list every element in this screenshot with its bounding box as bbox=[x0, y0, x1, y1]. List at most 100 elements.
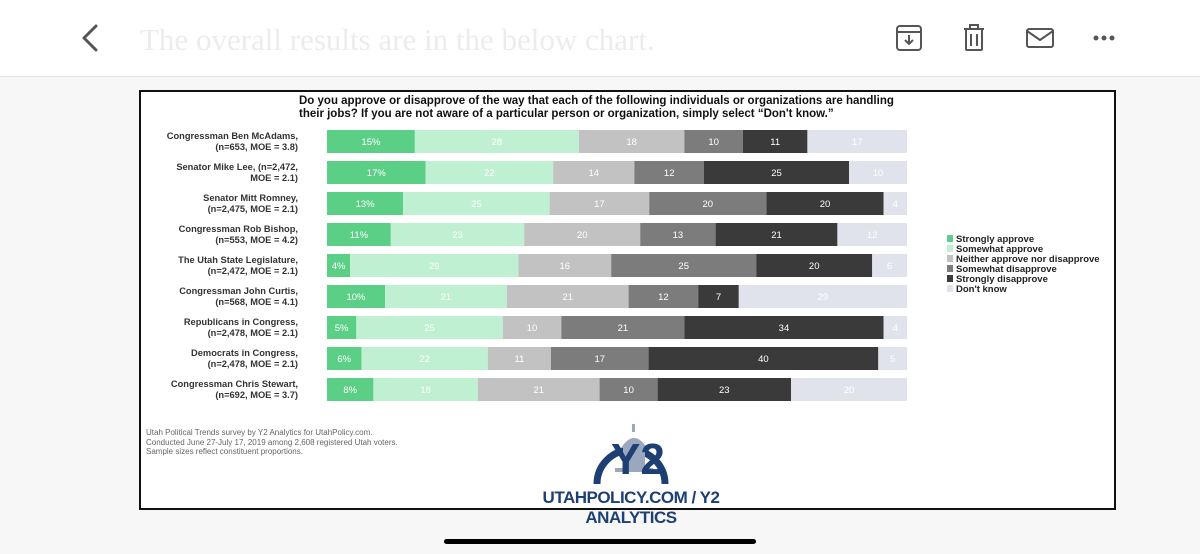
bar-value-label: 22 bbox=[419, 354, 430, 365]
legend-item: Strongly disapprove bbox=[947, 275, 1100, 285]
logo-text: UTAHPOLICY.COM / Y2 ANALYTICS bbox=[542, 488, 720, 527]
bar-value-label: 12 bbox=[867, 230, 878, 241]
row-label: Congressman Rob Bishop, (n=553, MOE = 4.2… bbox=[141, 224, 298, 245]
bar-segment bbox=[872, 254, 907, 277]
legend-label: Somewhat approve bbox=[956, 244, 1044, 255]
row-label-line: Congressman John Curtis, bbox=[179, 286, 298, 296]
legend-swatch bbox=[947, 285, 953, 292]
bar-value-label: 12 bbox=[658, 292, 669, 303]
bar-segment bbox=[361, 347, 488, 370]
bar-value-label: 20 bbox=[577, 230, 588, 241]
bar-segment bbox=[477, 378, 600, 401]
bar-segment bbox=[561, 316, 685, 339]
bar-segment bbox=[487, 347, 551, 370]
bar-value-label: 6% bbox=[337, 354, 351, 365]
bar-segment bbox=[506, 285, 629, 308]
more-button[interactable] bbox=[1088, 22, 1120, 54]
bar-value-label: 11% bbox=[350, 230, 369, 241]
archive-button[interactable] bbox=[893, 22, 925, 54]
bar-segment bbox=[684, 316, 884, 339]
legend-swatch bbox=[947, 235, 953, 242]
row-label-line: (n=2,478, MOE = 2.1) bbox=[207, 358, 298, 369]
bar-segment bbox=[350, 254, 519, 277]
legend-swatch bbox=[947, 265, 953, 272]
bar-value-label: 21 bbox=[771, 230, 782, 241]
bar-value-label: 11 bbox=[514, 354, 524, 365]
bar-segment bbox=[684, 130, 743, 153]
bar-segment bbox=[628, 285, 699, 308]
bar-value-label: 25 bbox=[771, 168, 782, 179]
bar-segment bbox=[425, 161, 554, 184]
bar-value-label: 10% bbox=[346, 292, 366, 303]
bar-segment bbox=[403, 192, 550, 215]
bar-segment bbox=[327, 161, 426, 184]
legend-label: Strongly disapprove bbox=[956, 274, 1048, 285]
bar-value-label: 17 bbox=[852, 137, 863, 148]
row-label-line: (n=692, MOE = 3.7) bbox=[215, 389, 298, 400]
bar-value-label: 25 bbox=[678, 261, 689, 272]
source-line-3: Sample sizes reflect constituent proport… bbox=[146, 447, 303, 456]
back-button[interactable] bbox=[72, 20, 108, 56]
bar-value-label: 10 bbox=[708, 137, 719, 148]
row-label-line: (n=568, MOE = 4.1) bbox=[215, 296, 298, 307]
bar-segment bbox=[327, 285, 385, 308]
bar-value-label: 5% bbox=[335, 323, 349, 334]
bar-segment bbox=[742, 130, 808, 153]
legend-item: Don't know bbox=[947, 285, 1100, 295]
bar-value-label: 11 bbox=[770, 137, 780, 148]
utahpolicy-logo: Y2 UTAHPOLICY.COM / Y2 ANALYTICS bbox=[511, 418, 751, 527]
legend-item: Somewhat approve bbox=[947, 245, 1100, 255]
bar-segment bbox=[698, 285, 739, 308]
bar-value-label: 7 bbox=[716, 292, 721, 303]
row-label-line: (n=553, MOE = 4.2) bbox=[215, 234, 298, 245]
bar-value-label: 22 bbox=[484, 168, 495, 179]
bar-value-label: 21 bbox=[618, 323, 629, 334]
row-label: The Utah State Legislature, (n=2,472, MOE… bbox=[141, 255, 298, 276]
bar-value-label: 4% bbox=[332, 261, 346, 272]
legend-swatch bbox=[947, 275, 953, 282]
legend-item: Neither approve nor disapprove bbox=[947, 255, 1100, 265]
bar-segment bbox=[756, 254, 873, 277]
bar-value-label: 25 bbox=[471, 199, 482, 210]
bar-segment bbox=[414, 130, 579, 153]
delete-button[interactable] bbox=[958, 22, 990, 54]
home-indicator[interactable] bbox=[444, 539, 756, 544]
legend-label: Strongly approve bbox=[956, 234, 1035, 245]
legend-label: Somewhat disapprove bbox=[956, 264, 1057, 275]
bar-segment bbox=[373, 378, 478, 401]
bar-value-label: 21 bbox=[562, 292, 573, 303]
row-label: Republicans in Congress, (n=2,478, MOE = … bbox=[141, 317, 298, 338]
row-label: Congressman Chris Stewart, (n=692, MOE = … bbox=[141, 379, 298, 400]
bar-segment bbox=[634, 161, 704, 184]
bar-value-label: 17% bbox=[367, 168, 387, 179]
bar-segment bbox=[327, 192, 404, 215]
row-label-line: Republicans in Congress, bbox=[183, 317, 298, 327]
row-label-line: Congressman Rob Bishop, bbox=[178, 224, 298, 234]
bar-value-label: 6 bbox=[887, 261, 892, 272]
bar-segment bbox=[837, 223, 907, 246]
bar-value-label: 5 bbox=[890, 354, 895, 365]
legend-swatch bbox=[947, 245, 953, 252]
row-label: Democrats in Congress, (n=2,478, MOE = 2.… bbox=[141, 348, 298, 369]
row-label-line: (n=2,472, MOE = 2.1) bbox=[207, 265, 298, 276]
bar-value-label: 21 bbox=[441, 292, 452, 303]
bar-segment bbox=[553, 161, 635, 184]
row-label-line: Congressman Ben McAdams, bbox=[166, 131, 298, 141]
bar-value-label: 20 bbox=[703, 199, 714, 210]
bar-segment bbox=[502, 316, 562, 339]
bar-segment bbox=[611, 254, 757, 277]
email-subject: The overall results are in the below cha… bbox=[140, 22, 655, 57]
bar-value-label: 34 bbox=[779, 323, 790, 334]
bar-value-label: 25 bbox=[424, 323, 435, 334]
bar-segment bbox=[356, 316, 503, 339]
bar-segment bbox=[549, 192, 650, 215]
bar-value-label: 4 bbox=[893, 199, 898, 210]
bar-value-label: 16 bbox=[560, 261, 571, 272]
row-label-line: Congressman Chris Stewart, bbox=[170, 379, 298, 389]
mail-button[interactable] bbox=[1024, 22, 1056, 54]
email-toolbar: The overall results are in the below cha… bbox=[0, 0, 1200, 77]
bar-segment bbox=[390, 223, 525, 246]
bar-value-label: 10 bbox=[873, 168, 884, 179]
bar-segment bbox=[807, 130, 907, 153]
row-label-line: Democrats in Congress, bbox=[191, 348, 298, 358]
